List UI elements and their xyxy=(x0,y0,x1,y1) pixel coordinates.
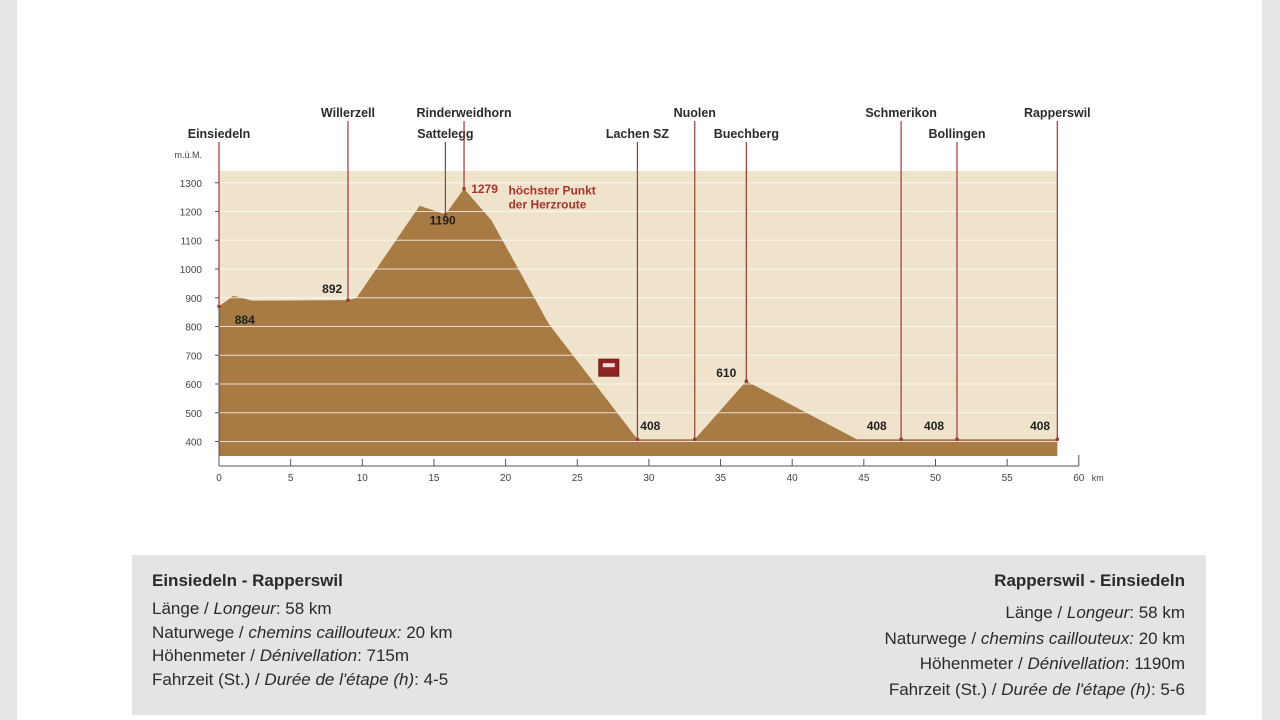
info-row: Naturwege / chemins caillouteux: 20 km xyxy=(884,628,1186,648)
x-tick-label: 60 xyxy=(1073,473,1085,484)
route-info-right: Rapperswil - Einsiedeln Länge / Longeur:… xyxy=(885,571,1186,702)
place-label: Bollingen xyxy=(929,127,986,141)
elevation-label: 1279 xyxy=(471,182,498,196)
y-tick-label: 900 xyxy=(185,294,202,305)
place-marker-dot xyxy=(899,437,903,442)
x-tick-label: 55 xyxy=(1002,473,1014,484)
elevation-label: 408 xyxy=(867,419,887,433)
x-tick-label: 15 xyxy=(428,473,440,484)
elevation-label: 892 xyxy=(322,282,342,296)
info-row: Naturwege / chemins caillouteux: 20 km xyxy=(152,622,453,642)
station-marker-icon-detail xyxy=(602,363,615,368)
elevation-label: 408 xyxy=(1030,419,1050,433)
elevation-profile-chart: 4005006007008009001000110012001300m.ü.M.… xyxy=(174,106,1104,484)
route-title: Einsiedeln - Rapperswil xyxy=(152,571,343,590)
x-tick-label: 5 xyxy=(288,473,294,484)
elevation-label: 408 xyxy=(924,419,944,433)
y-axis-label: m.ü.M. xyxy=(174,150,202,160)
y-tick-label: 1300 xyxy=(180,179,203,190)
place-label: Rapperswil xyxy=(1024,106,1091,120)
place-marker-dot xyxy=(635,437,640,442)
elevation-label: 1190 xyxy=(430,213,456,227)
y-tick-label: 600 xyxy=(185,380,202,391)
y-tick-label: 500 xyxy=(185,409,202,420)
page: 400 500 600 700 800 900 1000 1100 1200 1300 m.ü.M.… xyxy=(17,0,1262,720)
info-row: Fahrzeit (St.) / Durée de l'étape (h): 4… xyxy=(152,669,449,689)
place-label: Sattelegg xyxy=(417,127,473,141)
place-label: Rinderweidhorn xyxy=(416,106,511,120)
info-row: Fahrzeit (St.) / Durée de l'étape (h): 5… xyxy=(888,679,1185,699)
x-tick-label: 0 xyxy=(216,473,222,484)
place-marker-dot xyxy=(443,212,448,217)
y-tick-label: 700 xyxy=(185,351,202,362)
place-marker-dot xyxy=(346,298,350,302)
y-tick-label: 1200 xyxy=(180,208,203,219)
place-label: Einsiedeln xyxy=(188,127,251,141)
info-row: Höhenmeter / Dénivellation: 715m xyxy=(152,646,410,665)
place-label: Buechberg xyxy=(714,127,779,141)
x-tick-label: 40 xyxy=(787,473,799,484)
x-tick-label: 30 xyxy=(643,473,655,484)
place-marker-dot xyxy=(692,437,697,442)
place-label: Lachen SZ xyxy=(606,127,670,141)
y-tick-label: 800 xyxy=(185,323,202,334)
highest-point-annotation: höchster Punkt xyxy=(508,183,595,197)
info-row: Länge / Longeur: 58 km xyxy=(152,599,332,618)
elevation-label: 408 xyxy=(640,419,660,433)
route-info-left: Einsiedeln - Rapperswil Länge / Longeur:… xyxy=(152,571,453,691)
x-tick-label: 25 xyxy=(572,473,584,484)
place-label: Willerzell xyxy=(321,106,375,120)
info-row: Höhenmeter / Dénivellation: 1190m xyxy=(919,654,1185,673)
x-tick-label: 45 xyxy=(858,473,870,484)
station-marker-icon xyxy=(598,358,620,377)
place-marker-dot xyxy=(955,437,959,442)
place-label: Nuolen xyxy=(674,106,716,120)
highest-point-annotation: der Herzroute xyxy=(508,197,586,211)
place-marker-dot xyxy=(1055,437,1060,442)
elevation-label: 610 xyxy=(716,366,736,380)
x-tick-label: 50 xyxy=(930,473,942,484)
info-row: Länge / Longeur: 58 km xyxy=(1005,603,1185,622)
x-tick-label: 35 xyxy=(715,473,727,484)
place-marker-dot xyxy=(744,379,749,383)
route-info-box: Einsiedeln - Rapperswil Länge / Longeur:… xyxy=(132,555,1206,715)
terrain-area xyxy=(219,188,1058,457)
y-tick-label: 1100 xyxy=(180,236,202,247)
y-tick-label: 1000 xyxy=(180,265,203,276)
route-title: Rapperswil - Einsiedeln xyxy=(994,571,1185,590)
x-tick-label: 20 xyxy=(500,473,512,484)
place-label: Schmerikon xyxy=(865,106,937,120)
elevation-label: 884 xyxy=(235,313,255,327)
place-marker-dot xyxy=(462,186,466,191)
place-marker-dot xyxy=(217,304,221,309)
y-tick-label: 400 xyxy=(185,438,202,449)
x-tick-label: 10 xyxy=(357,473,369,484)
x-axis-unit: km xyxy=(1092,473,1104,483)
